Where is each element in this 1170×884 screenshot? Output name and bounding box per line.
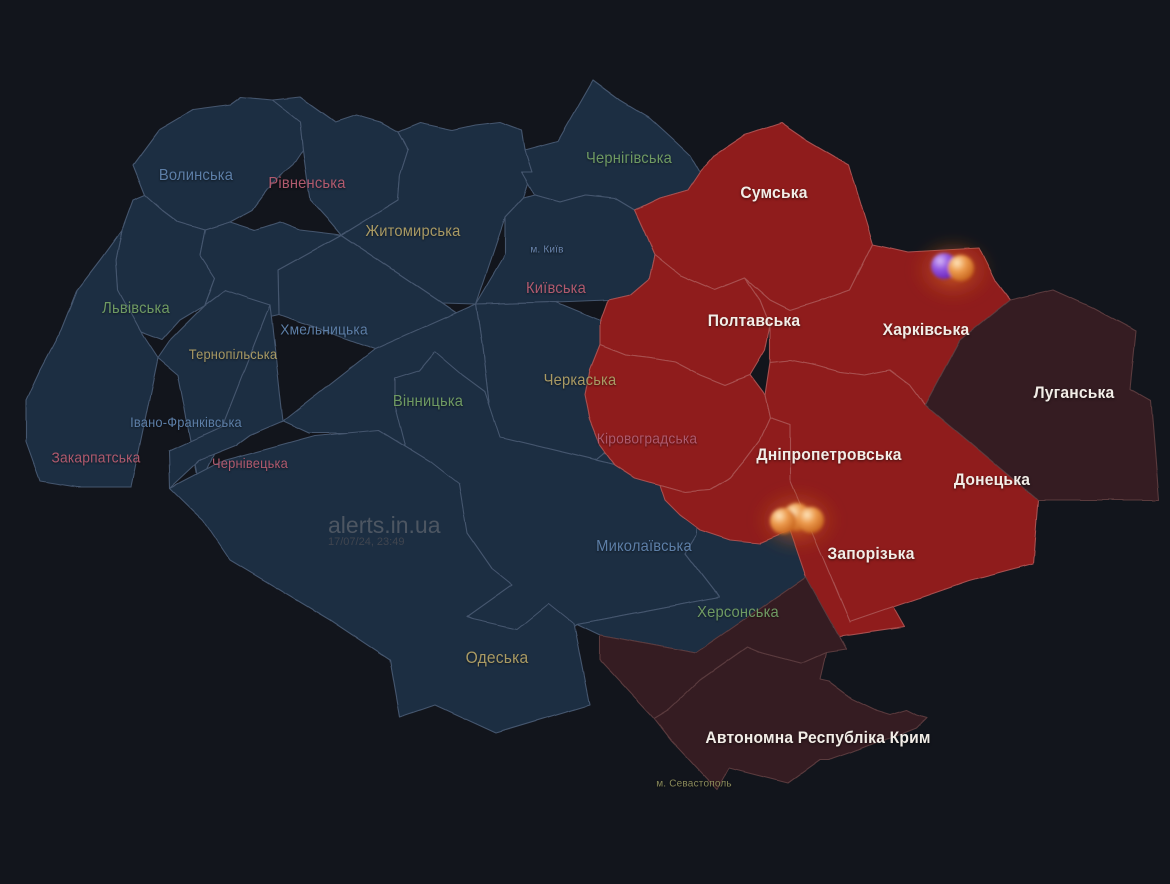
Chernihivska	[522, 80, 700, 210]
